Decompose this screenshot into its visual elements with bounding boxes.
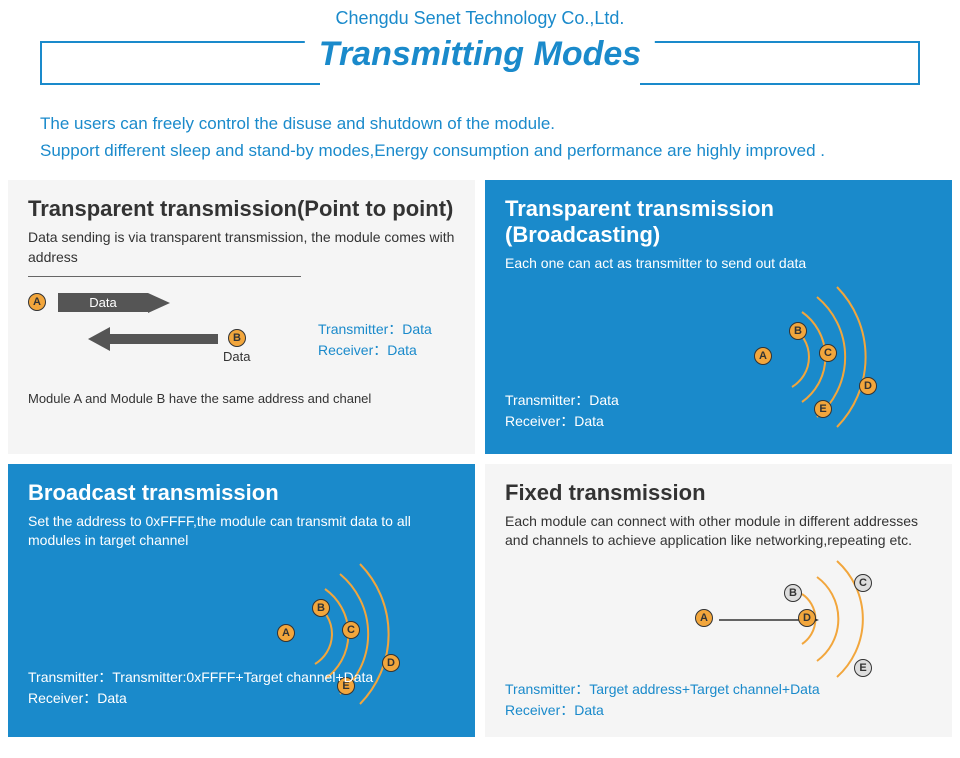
bc1-node-a: A	[754, 347, 772, 365]
header-banner: Chengdu Senet Technology Co.,Ltd. Transm…	[0, 0, 960, 90]
bc2-txrx: Transmitter：Transmitter:0xFFFF+Target ch…	[28, 667, 373, 709]
card-p2p-desc: Data sending is via transparent transmis…	[28, 228, 455, 267]
title-frame-left	[40, 41, 320, 85]
fx-node-e: E	[854, 659, 872, 677]
card-broadcasting-desc: Each one can act as transmitter to send …	[505, 254, 932, 274]
card-broadcast-tx-title: Broadcast transmission	[28, 480, 455, 506]
broadcast-tx-diagram: A B C D E Transmitter：Transmitter:0xFFFF…	[28, 559, 455, 709]
bc2-node-a: A	[277, 624, 295, 642]
bc1-node-d: D	[859, 377, 877, 395]
bc1-rx: Receiver：Data	[505, 411, 619, 432]
p2p-note: Module A and Module B have the same addr…	[28, 391, 455, 406]
title-wrap: Transmitting Modes	[0, 35, 960, 74]
card-broadcasting: Transparent transmission (Broadcasting) …	[485, 180, 952, 453]
fx-rx: Receiver：Data	[505, 700, 932, 721]
arrow-right-icon	[148, 293, 176, 313]
company-name: Chengdu Senet Technology Co.,Ltd.	[0, 8, 960, 29]
p2p-data-left-label: Data	[223, 349, 250, 364]
bc2-rx: Receiver：Data	[28, 688, 373, 709]
card-broadcast-tx-desc: Set the address to 0xFFFF,the module can…	[28, 512, 455, 551]
node-b: B	[228, 329, 246, 347]
card-broadcasting-title: Transparent transmission (Broadcasting)	[505, 196, 932, 248]
p2p-tx: Transmitter：Data	[318, 319, 432, 340]
fx-node-b: B	[784, 584, 802, 602]
node-a: A	[28, 293, 46, 311]
broadcasting-diagram: A B C D E Transmitter：Data Receiver：Data	[505, 282, 932, 432]
card-fixed-desc: Each module can connect with other modul…	[505, 512, 932, 551]
card-p2p: Transparent transmission(Point to point)…	[8, 180, 475, 453]
card-fixed: Fixed transmission Each module can conne…	[485, 464, 952, 737]
fx-node-d: D	[798, 609, 816, 627]
bc1-node-b: B	[789, 322, 807, 340]
fx-node-c: C	[854, 574, 872, 592]
fixed-diagram: A B C D E	[505, 559, 932, 679]
card-fixed-title: Fixed transmission	[505, 480, 932, 506]
intro-line-2: Support different sleep and stand-by mod…	[40, 137, 920, 164]
p2p-rx: Receiver：Data	[318, 340, 432, 361]
title-frame-right	[640, 41, 920, 85]
p2p-txrx: Transmitter：Data Receiver：Data	[318, 319, 432, 361]
page-title: Transmitting Modes	[305, 35, 655, 74]
p2p-data-right: Data	[58, 293, 148, 312]
bc2-node-b: B	[312, 599, 330, 617]
card-p2p-title: Transparent transmission(Point to point)	[28, 196, 455, 222]
bc1-txrx: Transmitter：Data Receiver：Data	[505, 390, 619, 432]
bc1-node-c: C	[819, 344, 837, 362]
bc2-node-c: C	[342, 621, 360, 639]
card-p2p-divider	[28, 276, 301, 277]
intro-text: The users can freely control the disuse …	[0, 90, 960, 180]
intro-line-1: The users can freely control the disuse …	[40, 110, 920, 137]
arrow-left-icon	[88, 327, 218, 351]
bc2-tx: Transmitter：Transmitter:0xFFFF+Target ch…	[28, 667, 373, 688]
bc1-node-e: E	[814, 400, 832, 418]
bc1-tx: Transmitter：Data	[505, 390, 619, 411]
cards-grid: Transparent transmission(Point to point)…	[0, 180, 960, 736]
card-broadcast-tx: Broadcast transmission Set the address t…	[8, 464, 475, 737]
fx-node-a: A	[695, 609, 713, 627]
p2p-diagram: A Data B Data Transmitter：Data Receiver：…	[28, 289, 455, 379]
bc2-node-d: D	[382, 654, 400, 672]
